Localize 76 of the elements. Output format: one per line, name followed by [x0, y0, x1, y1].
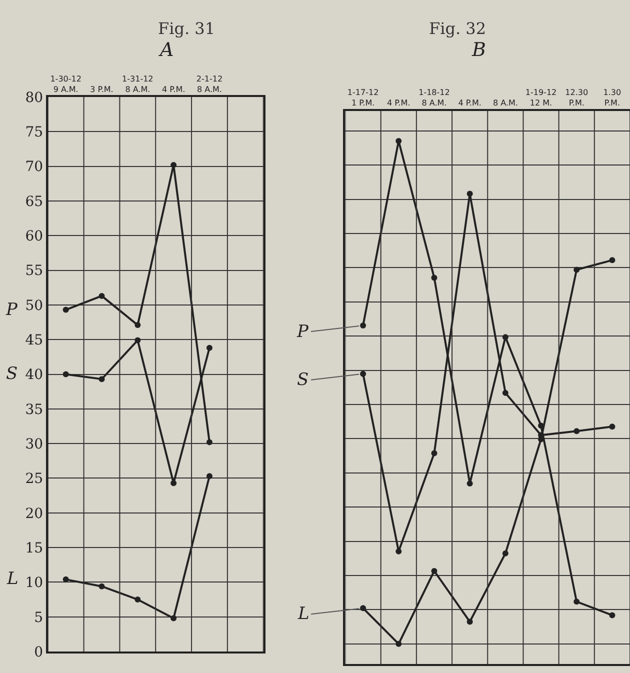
x-tick-label: 4 P.M.	[162, 84, 186, 94]
point	[134, 596, 141, 603]
point	[466, 480, 473, 486]
point	[574, 266, 580, 273]
point	[431, 568, 438, 574]
point	[98, 376, 105, 382]
y-tick-label: 30	[25, 436, 44, 452]
chart-title: Fig. 32	[429, 19, 486, 38]
point	[360, 605, 366, 612]
point	[134, 337, 141, 344]
chart-subtitle: B	[471, 39, 486, 61]
point	[170, 480, 177, 486]
x-tick-label: 8 A.M.	[492, 98, 518, 108]
point	[396, 138, 402, 144]
x-tick-label: 1-17-12 1 P.M.	[347, 88, 379, 108]
point	[134, 322, 141, 328]
x-tick-label: 12.30 P.M.	[565, 88, 588, 108]
x-tick-label: 4 P.M.	[387, 98, 410, 108]
y-tick-label: 70	[25, 159, 44, 176]
y-tick-label: 5	[34, 610, 44, 626]
y-tick-label: 50	[25, 298, 44, 314]
point	[62, 306, 69, 313]
y-tick-label: 35	[25, 402, 44, 418]
text: L	[297, 604, 310, 624]
point	[609, 257, 616, 264]
y-tick-label: 10	[25, 575, 44, 592]
x-tick-label: 3 P.M.	[90, 84, 114, 94]
text: S	[297, 370, 309, 390]
point	[431, 450, 438, 456]
point	[98, 292, 105, 299]
point	[62, 576, 69, 582]
x-tick-label: 1-31-12 8 A.M.	[122, 74, 154, 94]
point	[609, 424, 616, 430]
point	[62, 371, 69, 378]
x-tick-label: 1-30-12 9 A.M.	[50, 74, 82, 94]
y-tick-label: 25	[25, 471, 44, 488]
x-tick-label: 1.30 P.M.	[603, 88, 622, 108]
y-tick-label: 20	[25, 506, 44, 522]
text: P	[296, 322, 309, 342]
x-tick-label: 1-18-12 8 A.M.	[418, 88, 450, 108]
point	[502, 334, 508, 340]
x-tick-label: 1-19-12 12 M.	[525, 88, 557, 108]
y-tick-label: 0	[34, 644, 44, 660]
y-tick-label: 15	[25, 540, 44, 556]
point	[98, 583, 105, 590]
chart-title: Fig. 31	[158, 19, 215, 38]
y-tick-label: 40	[25, 367, 44, 384]
point	[574, 598, 580, 605]
point	[396, 640, 402, 647]
point	[170, 615, 177, 622]
point	[502, 390, 508, 396]
text: L	[6, 569, 18, 589]
point	[431, 274, 438, 281]
y-tick-label: 65	[25, 194, 44, 210]
y-tick-label: 45	[25, 332, 44, 349]
text: P	[5, 300, 18, 320]
y-tick-label: 60	[25, 228, 44, 245]
chart-subtitle: A	[158, 39, 174, 61]
point	[466, 618, 473, 625]
point	[574, 428, 580, 434]
y-tick-label: 55	[25, 263, 44, 280]
text: S	[6, 364, 18, 384]
y-tick-label: 75	[25, 124, 44, 141]
y-tick-label: 80	[25, 90, 44, 106]
x-tick-label: 4 P.M.	[458, 98, 482, 108]
point	[360, 322, 366, 329]
point	[502, 550, 508, 556]
point	[206, 439, 212, 446]
x-tick-label: 2-1-12 8 A.M.	[196, 74, 223, 94]
point	[396, 548, 402, 554]
point	[360, 370, 366, 377]
point	[170, 162, 177, 168]
point	[206, 344, 212, 351]
point	[609, 612, 616, 618]
point	[206, 473, 212, 480]
point	[466, 190, 473, 197]
